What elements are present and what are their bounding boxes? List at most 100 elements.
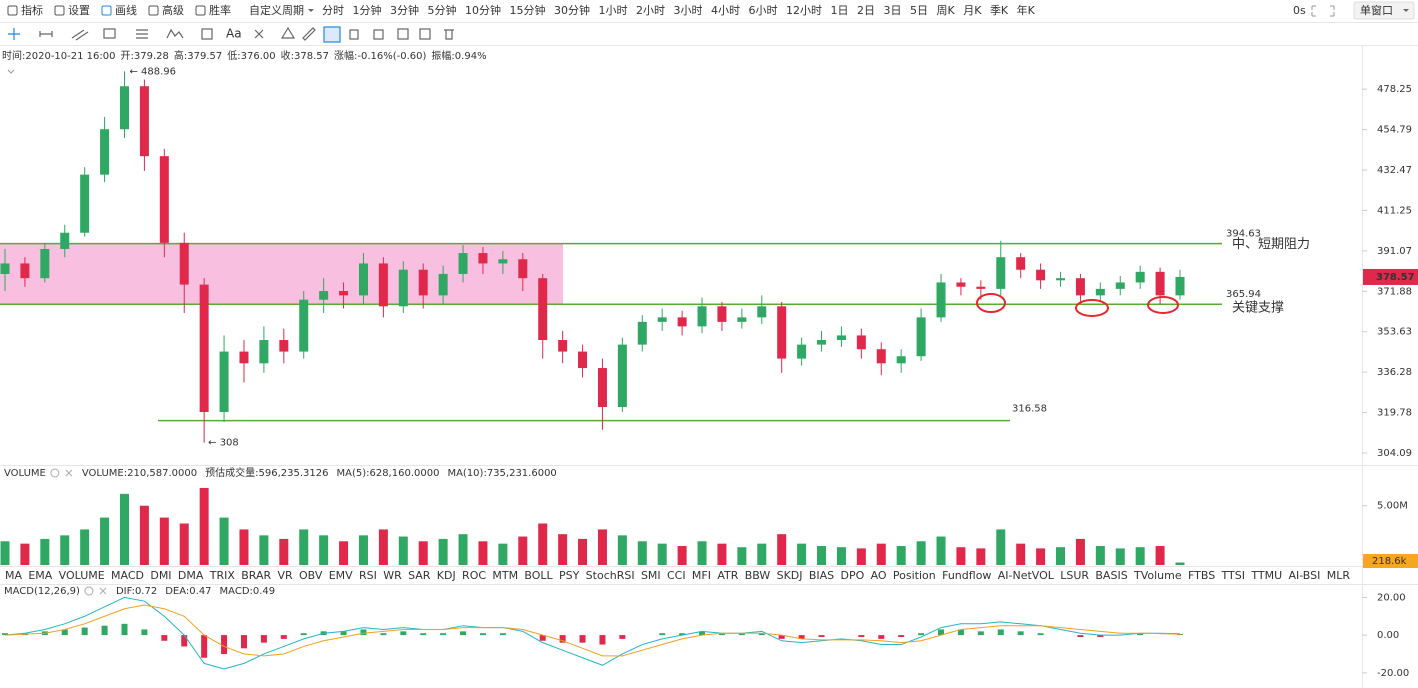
indicator-tab[interactable]: KDJ [437,569,456,582]
period-button[interactable]: 12小时 [786,4,822,17]
pen-tool[interactable] [302,27,316,41]
indicator-tab[interactable]: FTBS [1188,569,1215,582]
indicator-tab[interactable]: DMA [178,569,204,582]
indicator-tab[interactable]: TTSI [1221,569,1245,582]
indicator-tab[interactable]: EMV [329,569,353,582]
indicator-tab[interactable]: BBW [745,569,771,582]
indicator-tab[interactable]: DPO [841,569,865,582]
indicator-tab[interactable]: RSI [359,569,377,582]
period-button[interactable]: 分时 [322,4,344,17]
macd-bar [240,635,247,649]
magnet-tool[interactable] [323,26,341,43]
hide-tool[interactable] [373,29,384,40]
text-tool[interactable]: Aa [226,27,242,41]
measure-tool[interactable] [201,28,213,40]
candle-body [438,273,448,296]
toolbar-button[interactable]: 胜率 [209,3,231,17]
period-button[interactable]: 2小时 [636,4,665,17]
indicator-tab[interactable]: WR [383,569,402,582]
period-menu[interactable]: 自定义周期 [249,3,304,17]
indicator-tab[interactable]: VR [277,569,293,582]
period-button[interactable]: 月K [963,4,982,17]
indicator-tab[interactable]: ATR [717,569,738,582]
indicator-tab[interactable]: AI-BSI [1288,569,1320,582]
collapse-icon[interactable] [7,69,15,74]
wave-tool[interactable] [166,28,184,39]
close-icon[interactable] [99,587,107,595]
indicator-tab[interactable]: BRAR [241,569,271,582]
fullscreen-icon[interactable] [1311,12,1316,17]
indicator-tab[interactable]: AO [871,569,887,582]
period-button[interactable]: 周K [937,4,956,17]
period-button[interactable]: 1分钟 [353,3,382,17]
indicator-tab[interactable]: DMI [150,569,171,582]
period-button[interactable]: 季K [990,4,1009,17]
crosshair-tool[interactable] [8,28,20,40]
indicator-tab[interactable]: SAR [408,569,431,582]
indicator-tab[interactable]: BIAS [809,569,834,582]
toolbar-button[interactable]: 设置 [68,4,90,17]
period-button[interactable]: 5分钟 [428,3,457,17]
window-button[interactable] [1353,1,1415,20]
indicator-tab[interactable]: MFI [692,569,711,582]
delete-tool[interactable] [444,29,454,40]
period-button[interactable]: 10分钟 [465,3,501,17]
period-button[interactable]: 3分钟 [390,3,419,17]
indicator-tab[interactable]: OBV [299,569,323,582]
indicator-tab[interactable]: Fundflow [942,569,991,582]
toolbar-button[interactable]: 画线 [115,3,137,17]
window-button-label[interactable]: 单窗口 [1360,3,1393,17]
info-label: 收: [281,49,294,62]
indicator-tab[interactable]: PSY [559,569,580,582]
rect-tool[interactable] [103,28,116,39]
indicator-tab[interactable]: TTMU [1250,569,1282,582]
indicator-tab[interactable]: StochRSI [586,569,635,582]
period-button[interactable]: 2日 [857,4,875,17]
channel-tool[interactable] [71,29,89,41]
period-button[interactable]: 15分钟 [510,3,546,17]
indicator-tab[interactable]: TRIX [209,569,236,582]
save-tool[interactable] [419,28,431,40]
indicator-tab[interactable]: AI-NetVOL [998,569,1055,582]
indicator-tab[interactable]: BASIS [1095,569,1127,582]
toolbar-button[interactable]: 指标 [21,3,43,17]
period-button[interactable]: 6小时 [749,4,778,17]
toolbar-button[interactable]: 高级 [162,3,184,17]
period-button[interactable]: 5日 [910,4,928,17]
lock-tool[interactable] [349,29,359,40]
indicator-tab[interactable]: ROC [462,569,486,582]
close-icon[interactable] [65,469,73,477]
fullscreen-icon[interactable] [1311,5,1316,10]
settings-icon[interactable] [84,586,94,596]
segment-tool[interactable] [39,31,53,37]
indicator-tab[interactable]: VOLUME [59,569,105,582]
indicator-tab[interactable]: BOLL [524,569,553,582]
indicator-tab[interactable]: EMA [28,569,52,582]
period-button[interactable]: 1日 [831,4,849,17]
settings-icon[interactable] [50,468,60,478]
period-button[interactable]: 3小时 [674,4,703,17]
period-button[interactable]: 1小时 [599,4,628,17]
indicator-tab[interactable]: TVolume [1133,569,1182,582]
indicator-tab[interactable]: MA [5,569,22,582]
indicator-tab[interactable]: MTM [492,569,518,582]
indicator-tab[interactable]: MLR [1327,569,1351,582]
indicator-tab[interactable]: MACD [111,569,144,582]
copy-tool[interactable] [397,28,409,40]
fullscreen-icon[interactable] [1330,12,1335,17]
icon-tool[interactable] [280,26,296,39]
pattern-tool[interactable] [254,29,264,39]
fullscreen-icon[interactable] [1330,5,1335,10]
period-button[interactable]: 4小时 [711,4,740,17]
indicator-tab[interactable]: CCI [667,569,686,582]
fib-tool[interactable] [136,29,148,39]
indicator-tab[interactable]: SMI [641,569,661,582]
drawing-tools[interactable] [8,26,454,43]
period-button[interactable]: 30分钟 [554,3,590,17]
indicator-tab[interactable]: LSUR [1060,569,1089,582]
indicator-tab[interactable]: SKDJ [777,569,803,582]
volume-bar [418,541,428,565]
indicator-tab[interactable]: Position [893,569,936,582]
period-button[interactable]: 年K [1017,3,1036,17]
period-button[interactable]: 3日 [884,4,902,17]
